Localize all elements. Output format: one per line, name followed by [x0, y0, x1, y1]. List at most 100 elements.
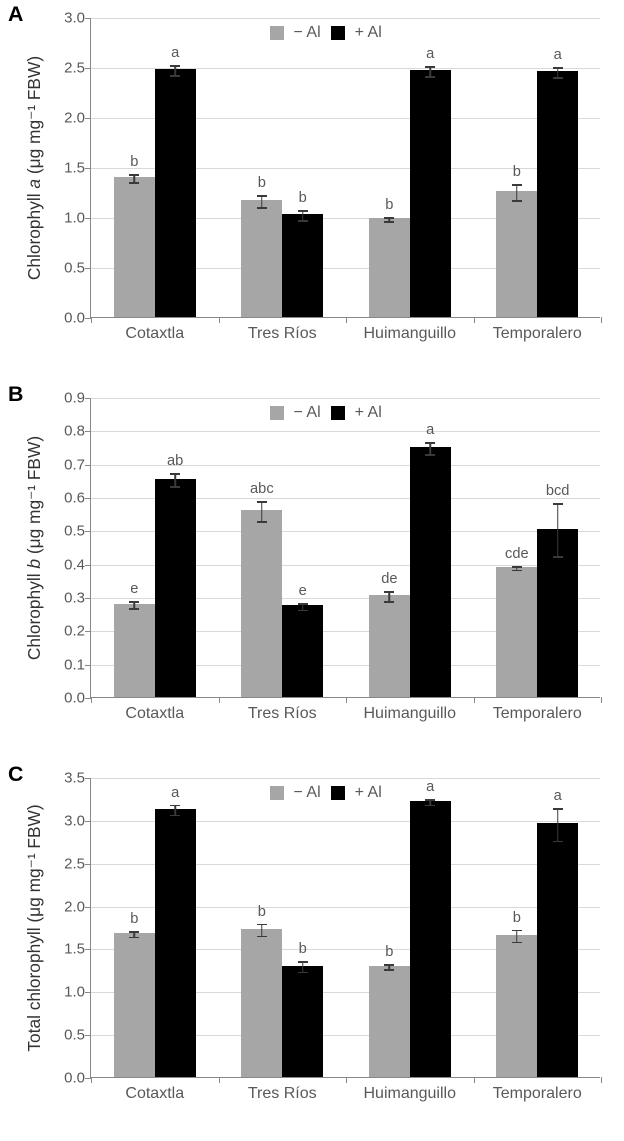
y-tick-label: 0.1: [64, 656, 91, 673]
error-bar-cap-top: [170, 65, 180, 67]
bar-minus: [241, 510, 282, 697]
x-tick-mark: [474, 317, 475, 323]
error-bar-cap-top: [553, 67, 563, 69]
significance-label: b: [130, 154, 138, 170]
error-bar-cap-bottom: [257, 936, 267, 938]
error-bar-cap-top: [384, 964, 394, 966]
bar-plus: [282, 966, 323, 1077]
legend: − Al+ Al: [270, 24, 382, 42]
error-bar-cap-top: [257, 195, 267, 197]
x-tick-mark: [346, 317, 347, 323]
legend-swatch-plus: [331, 786, 345, 800]
significance-label: a: [426, 46, 434, 62]
error-bar-cap-bottom: [298, 610, 308, 612]
error-bar-cap-top: [257, 924, 267, 926]
bar-plus: [410, 70, 451, 317]
significance-label: b: [513, 164, 521, 180]
x-category-label: Huimanguillo: [364, 697, 457, 723]
y-tick-label: 0.0: [64, 310, 91, 327]
y-tick-label: 0.5: [64, 523, 91, 540]
x-category-label: Tres Ríos: [248, 1077, 317, 1103]
error-bar-line: [174, 805, 176, 815]
bar-minus: [114, 604, 155, 697]
legend-label-minus: − Al: [294, 784, 321, 802]
x-category-label: Tres Ríos: [248, 697, 317, 723]
legend-swatch-plus: [331, 406, 345, 420]
error-bar-cap-top: [553, 808, 563, 810]
legend-label-plus: + Al: [355, 784, 382, 802]
plot-area: 0.00.10.20.30.40.50.60.70.80.9− Al+ AlCo…: [90, 398, 600, 698]
x-tick-mark: [346, 1077, 347, 1083]
significance-label: b: [299, 190, 307, 206]
significance-label: cde: [505, 546, 529, 562]
error-bar-line: [557, 67, 559, 77]
error-bar-line: [174, 65, 176, 75]
y-tick-label: 3.0: [64, 812, 91, 829]
x-tick-mark: [219, 1077, 220, 1083]
error-bar-cap-top: [425, 799, 435, 801]
y-tick-label: 0.5: [64, 260, 91, 277]
plot-area: 0.00.51.01.52.02.53.0− Al+ AlCotaxtlabaT…: [90, 18, 600, 318]
error-bar-line: [261, 195, 263, 207]
legend-label-minus: − Al: [294, 404, 321, 422]
x-category-label: Cotaxtla: [125, 1077, 184, 1103]
error-bar-cap-top: [425, 442, 435, 444]
x-category-label: Huimanguillo: [364, 317, 457, 343]
error-bar-line: [302, 961, 304, 971]
error-bar-cap-top: [384, 217, 394, 219]
x-category-label: Temporalero: [493, 317, 582, 343]
error-bar-cap-bottom: [129, 937, 139, 939]
significance-label: a: [171, 785, 179, 801]
panel-C: C0.00.51.01.52.02.53.03.5− Al+ AlCotaxtl…: [0, 760, 624, 1141]
x-tick-mark: [91, 697, 92, 703]
error-bar-cap-bottom: [553, 841, 563, 843]
significance-label: e: [299, 583, 307, 599]
y-tick-label: 3.0: [64, 10, 91, 27]
bar-plus: [155, 69, 196, 317]
bar-minus: [369, 966, 410, 1077]
error-bar-cap-bottom: [384, 221, 394, 223]
x-category-label: Tres Ríos: [248, 317, 317, 343]
x-tick-mark: [474, 697, 475, 703]
significance-label: abc: [250, 481, 274, 497]
bar-plus: [537, 71, 578, 317]
error-bar-line: [174, 473, 176, 486]
error-bar-cap-top: [298, 210, 308, 212]
error-bar-line: [302, 210, 304, 220]
significance-label: a: [554, 47, 562, 63]
significance-label: b: [299, 941, 307, 957]
x-tick-mark: [601, 697, 602, 703]
y-tick-label: 1.0: [64, 210, 91, 227]
error-bar-cap-top: [298, 603, 308, 605]
legend: − Al+ Al: [270, 404, 382, 422]
y-tick-label: 0.5: [64, 1027, 91, 1044]
significance-label: b: [130, 911, 138, 927]
error-bar-line: [429, 442, 431, 454]
legend-swatch-minus: [270, 406, 284, 420]
y-tick-label: 2.5: [64, 855, 91, 872]
x-category-label: Temporalero: [493, 697, 582, 723]
error-bar-cap-bottom: [425, 76, 435, 78]
y-tick-label: 2.5: [64, 60, 91, 77]
x-tick-mark: [601, 1077, 602, 1083]
panel-B: B0.00.10.20.30.40.50.60.70.80.9− Al+ AlC…: [0, 380, 624, 760]
grid-line: [91, 18, 600, 19]
error-bar-cap-bottom: [425, 805, 435, 807]
error-bar-line: [557, 808, 559, 841]
bar-minus: [241, 200, 282, 317]
error-bar-cap-bottom: [170, 486, 180, 488]
error-bar-cap-top: [129, 601, 139, 603]
error-bar-cap-top: [129, 931, 139, 933]
bar-plus: [155, 479, 196, 697]
bar-plus: [537, 823, 578, 1077]
x-tick-mark: [91, 317, 92, 323]
error-bar-cap-top: [384, 591, 394, 593]
bar-minus: [241, 929, 282, 1077]
y-tick-label: 0.9: [64, 390, 91, 407]
x-tick-mark: [91, 1077, 92, 1083]
x-tick-mark: [219, 697, 220, 703]
significance-label: a: [554, 788, 562, 804]
error-bar-cap-top: [425, 66, 435, 68]
y-tick-label: 0.6: [64, 490, 91, 507]
significance-label: b: [258, 175, 266, 191]
